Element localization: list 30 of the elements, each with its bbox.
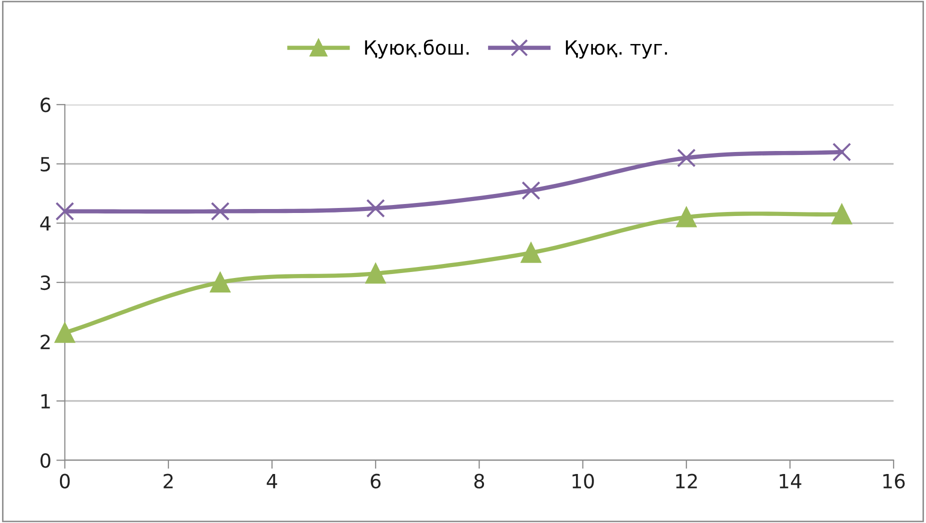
point [366,198,385,218]
x-tick-label: 14 [780,474,802,488]
y-tick-label: 2 [40,334,50,350]
x-tick-label: 2 [164,474,173,488]
point [54,322,75,343]
point [676,207,696,228]
y-tick-label: 1 [41,394,50,408]
x-tick-label: 10 [572,474,594,488]
point [520,242,542,263]
legend-label: Қуюқ.бош. [365,40,469,59]
point [55,202,74,221]
point [522,181,540,200]
point [832,142,852,162]
point [210,272,230,292]
y-tick-label: 0 [40,453,50,468]
y-tick-label: 4 [40,216,51,231]
point [366,263,386,284]
y-tick-label: 6 [40,98,50,112]
point [677,148,696,168]
y-tick-label: 3 [40,275,50,290]
x-tick-label: 0 [60,474,70,488]
x-tick-label: 4 [266,474,278,488]
x-tick-label: 8 [474,474,484,488]
point [210,202,230,221]
y-tick-label: 5 [40,157,50,172]
legend-label: Қуюқ. туг. [566,40,667,59]
point [832,204,852,224]
x-tick-label: 16 [883,474,905,488]
x-tick-label: 6 [370,474,381,488]
x-tick-label: 12 [676,474,697,488]
